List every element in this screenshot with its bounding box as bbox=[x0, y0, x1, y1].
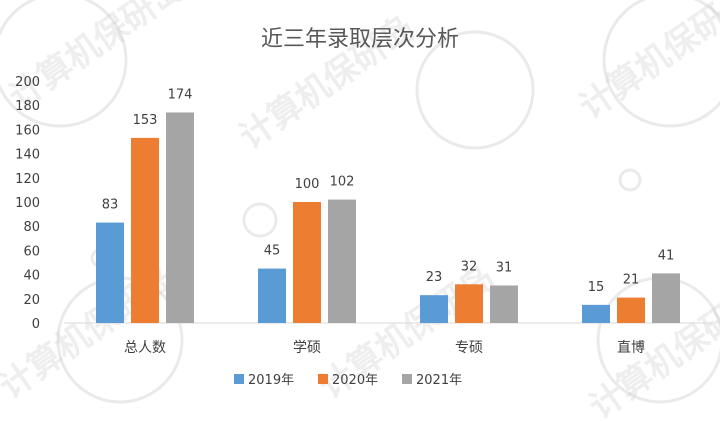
data-label: 32 bbox=[461, 259, 478, 274]
bar bbox=[96, 222, 124, 323]
legend-label: 2019年 bbox=[248, 373, 294, 388]
x-axis: 总人数 学硕 专硕 直博 bbox=[124, 339, 645, 356]
legend-swatch bbox=[318, 374, 328, 384]
x-category-label: 总人数 bbox=[124, 340, 166, 356]
bars: 83 153 174 45 100 102 23 32 31 15 21 41 bbox=[96, 87, 680, 324]
y-tick-label: 40 bbox=[23, 269, 40, 284]
y-tick-label: 120 bbox=[15, 172, 40, 187]
x-category-label: 学硕 bbox=[293, 340, 321, 356]
watermark-ring bbox=[602, 0, 720, 128]
y-tick-label: 140 bbox=[15, 148, 40, 163]
watermark-ring bbox=[618, 168, 642, 192]
legend: 2019年 2020年 2021年 bbox=[234, 373, 462, 388]
data-label: 83 bbox=[102, 198, 119, 213]
y-tick-label: 60 bbox=[23, 244, 40, 259]
y-tick-label: 200 bbox=[15, 75, 40, 90]
data-label: 102 bbox=[330, 175, 355, 190]
y-tick-label: 100 bbox=[15, 196, 40, 211]
watermark-ring bbox=[415, 30, 535, 150]
y-tick-label: 0 bbox=[32, 317, 40, 332]
watermark-text: 计算机保研岛 bbox=[582, 278, 720, 421]
bar bbox=[455, 284, 483, 323]
legend-label: 2021年 bbox=[416, 373, 462, 388]
data-label: 21 bbox=[623, 273, 640, 288]
watermark-ring bbox=[0, 0, 128, 128]
data-label: 153 bbox=[133, 113, 158, 128]
bar bbox=[582, 304, 610, 323]
watermark-ring bbox=[242, 202, 278, 238]
bar bbox=[131, 137, 159, 323]
data-label: 15 bbox=[588, 280, 605, 295]
data-label: 23 bbox=[426, 270, 443, 285]
y-tick-label: 20 bbox=[23, 293, 40, 308]
bar bbox=[166, 112, 194, 324]
legend-swatch bbox=[402, 374, 412, 384]
x-category-label: 直博 bbox=[617, 339, 645, 356]
data-label: 100 bbox=[295, 177, 320, 192]
watermark-text: 计算机保研岛 bbox=[572, 0, 720, 127]
bar bbox=[420, 295, 448, 323]
bar bbox=[293, 202, 321, 323]
bar bbox=[328, 199, 356, 323]
y-tick-label: 160 bbox=[15, 123, 40, 138]
bar bbox=[258, 268, 286, 323]
bar bbox=[652, 273, 680, 323]
y-axis: 0 20 40 60 80 100 120 140 160 180 200 bbox=[15, 75, 40, 332]
chart-title: 近三年录取层次分析 bbox=[261, 27, 459, 52]
data-label: 41 bbox=[658, 248, 675, 263]
legend-label: 2020年 bbox=[332, 373, 378, 388]
data-label: 31 bbox=[496, 260, 513, 275]
data-label: 174 bbox=[168, 87, 193, 102]
y-tick-label: 80 bbox=[23, 220, 40, 235]
bar bbox=[490, 285, 518, 323]
data-label: 45 bbox=[264, 244, 281, 259]
x-category-label: 专硕 bbox=[455, 340, 483, 356]
legend-swatch bbox=[234, 374, 244, 384]
bar bbox=[617, 297, 645, 323]
y-tick-label: 180 bbox=[15, 99, 40, 114]
